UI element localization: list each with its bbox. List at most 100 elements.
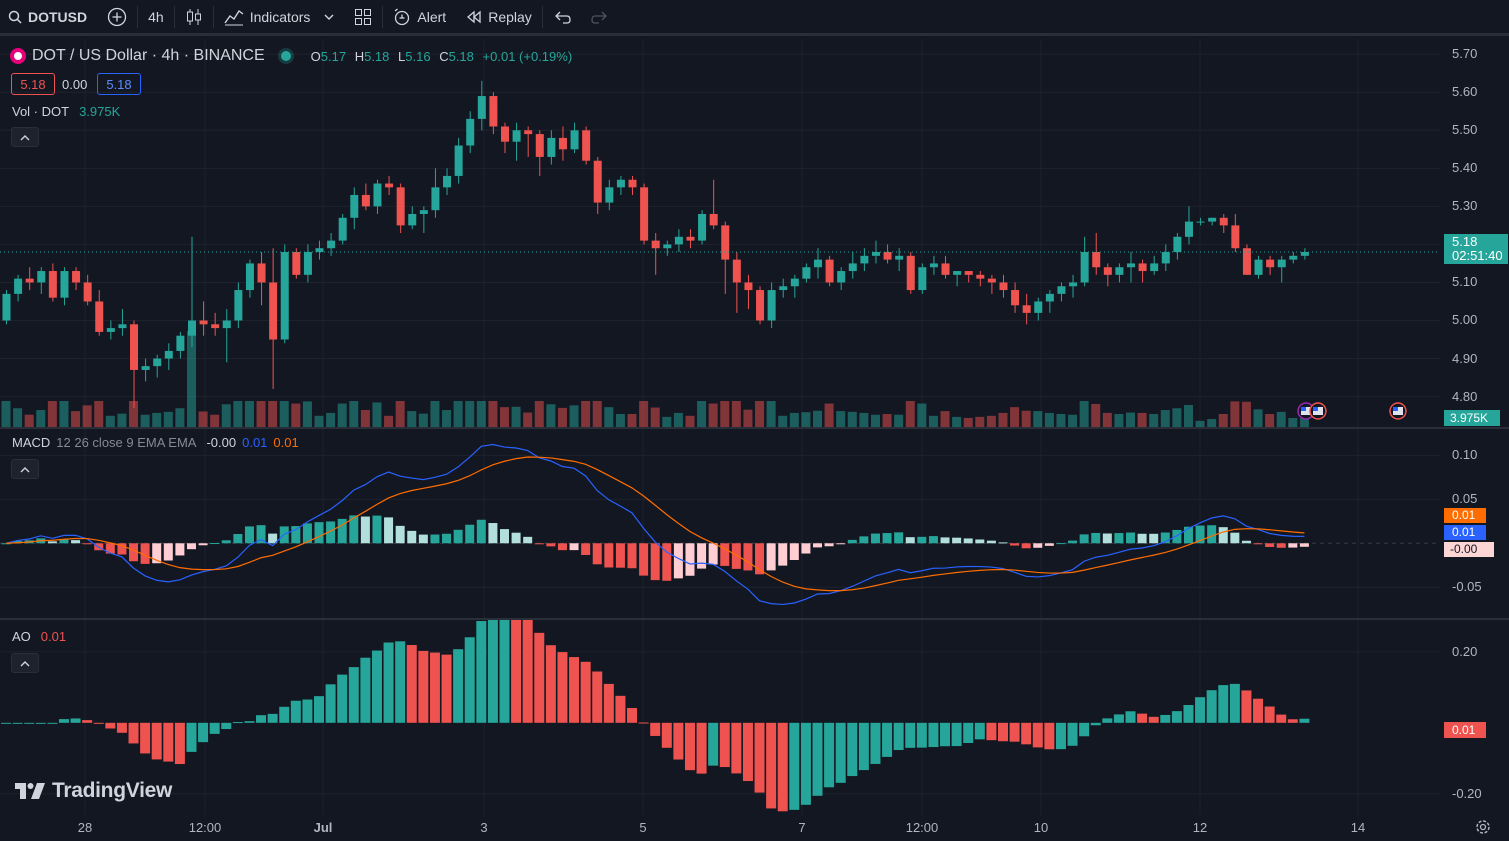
ao-bar (742, 722, 753, 782)
candle-body (199, 320, 208, 325)
time-axis[interactable]: 28 12:00 Jul 3 5 7 12:00 10 12 14 (0, 815, 1440, 840)
ao-bar (58, 719, 69, 723)
ao-chart[interactable] (0, 608, 1440, 815)
buy-price-box[interactable]: 5.18 (97, 73, 141, 95)
macd-chart[interactable] (0, 429, 1440, 618)
price-chart[interactable] (0, 39, 1440, 427)
candle-body (976, 274, 985, 279)
macd-line (5, 443, 1305, 606)
price-tick: 5.60 (1452, 84, 1478, 100)
volume-bar (1114, 414, 1124, 427)
candle-body (245, 263, 254, 291)
price-axis[interactable]: 5.705.605.505.405.305.205.105.004.904.80 (1440, 39, 1509, 427)
candle-body (373, 183, 382, 207)
ao-bar (812, 722, 823, 796)
symbol-search-button[interactable]: DOTUSD (0, 0, 97, 35)
price-pane[interactable] (0, 39, 1440, 427)
sell-price-box[interactable]: 5.18 (11, 73, 55, 95)
tradingview-logo[interactable]: TradingView (14, 779, 172, 803)
indicators-icon (224, 8, 244, 26)
time-tick: 14 (1350, 820, 1366, 835)
volume-bar (268, 401, 278, 427)
compare-symbol-button[interactable] (97, 0, 137, 35)
ao-bar (406, 645, 417, 723)
ao-bar (105, 722, 116, 729)
macd-line-value: 0.01 (242, 435, 268, 450)
candle-body (292, 252, 301, 275)
macd-histogram-bar (82, 543, 92, 545)
ao-pane[interactable] (0, 608, 1440, 815)
toolbar-divider (541, 5, 543, 28)
ao-bar (128, 722, 139, 744)
volume-badge: 3.975K (1444, 410, 1500, 426)
ao-bar (1125, 711, 1136, 723)
candle-body (570, 130, 579, 150)
candle-body (37, 271, 46, 283)
interval-button[interactable]: 4h (138, 0, 174, 35)
macd-histogram-bar (1207, 525, 1217, 544)
volume-bar (129, 401, 139, 427)
macd-histogram-bar (1091, 532, 1101, 544)
volume-bar (1299, 417, 1309, 427)
templates-button[interactable] (344, 0, 382, 35)
volume-bar (488, 401, 498, 427)
volume-bar (82, 405, 92, 427)
volume-bar (743, 409, 753, 427)
top-toolbar: DOTUSD 4h Indicators Alert Replay (0, 0, 1509, 36)
volume-bar (13, 408, 23, 427)
alert-button[interactable]: Alert (383, 0, 456, 35)
price-tick: 5.10 (1452, 274, 1478, 290)
macd-histogram-bar (117, 543, 127, 555)
chevron-up-icon (20, 134, 30, 140)
price-tick: 5.00 (1452, 312, 1478, 328)
collapse-legend-button[interactable] (11, 127, 39, 147)
ao-bar (592, 671, 603, 723)
ao-bar (1137, 713, 1148, 723)
candle-body (1173, 236, 1182, 253)
ao-bar (638, 722, 649, 724)
ao-bar (1148, 716, 1159, 723)
indicators-button[interactable]: Indicators (214, 0, 345, 35)
macd-histogram-bar (673, 543, 683, 579)
change-value: +0.01 (+0.19%) (482, 48, 573, 64)
macd-hist-badge: -0.00 (1444, 542, 1494, 557)
macd-histogram-bar (905, 537, 915, 544)
volume-bar (1160, 410, 1170, 427)
macd-pane[interactable] (0, 429, 1440, 618)
undo-button[interactable] (543, 0, 581, 35)
ao-bar (858, 722, 869, 771)
candle-body (14, 278, 23, 294)
macd-histogram-bar (198, 543, 208, 546)
macd-axis[interactable]: 0.10 0.05 -0.05 (1440, 429, 1509, 618)
macd-histogram-bar (859, 536, 869, 544)
candle-body (686, 236, 695, 241)
ao-bar (673, 722, 684, 760)
chart-type-button[interactable] (175, 0, 213, 35)
candle-body (408, 213, 417, 226)
volume-bar (1183, 405, 1193, 427)
replay-button[interactable]: Replay (456, 0, 542, 35)
volume-bar (534, 401, 544, 427)
volume-bar (604, 407, 614, 427)
redo-button[interactable] (581, 0, 619, 35)
volume-bar (1265, 414, 1275, 427)
volume-bar (882, 414, 892, 427)
macd-histogram-bar (129, 543, 139, 562)
collapse-macd-button[interactable] (11, 459, 39, 479)
settings-gear-button[interactable] (1474, 818, 1492, 836)
volume-bar (824, 403, 834, 427)
ao-axis[interactable]: 0.20 -0.20 (1440, 620, 1509, 815)
volume-bar (337, 403, 347, 427)
macd-histogram-bar (244, 526, 254, 544)
collapse-ao-button[interactable] (11, 653, 39, 673)
ao-bar (476, 621, 487, 723)
ao-bar (661, 722, 672, 748)
candle-body (814, 259, 823, 268)
ao-bar (1229, 683, 1240, 723)
ao-bar (603, 683, 614, 723)
ao-bar (835, 722, 846, 783)
open-value: 5.17 (320, 48, 347, 64)
macd-histogram-bar (1033, 543, 1043, 548)
candle-body (1150, 263, 1159, 272)
volume-bar (1044, 412, 1054, 427)
